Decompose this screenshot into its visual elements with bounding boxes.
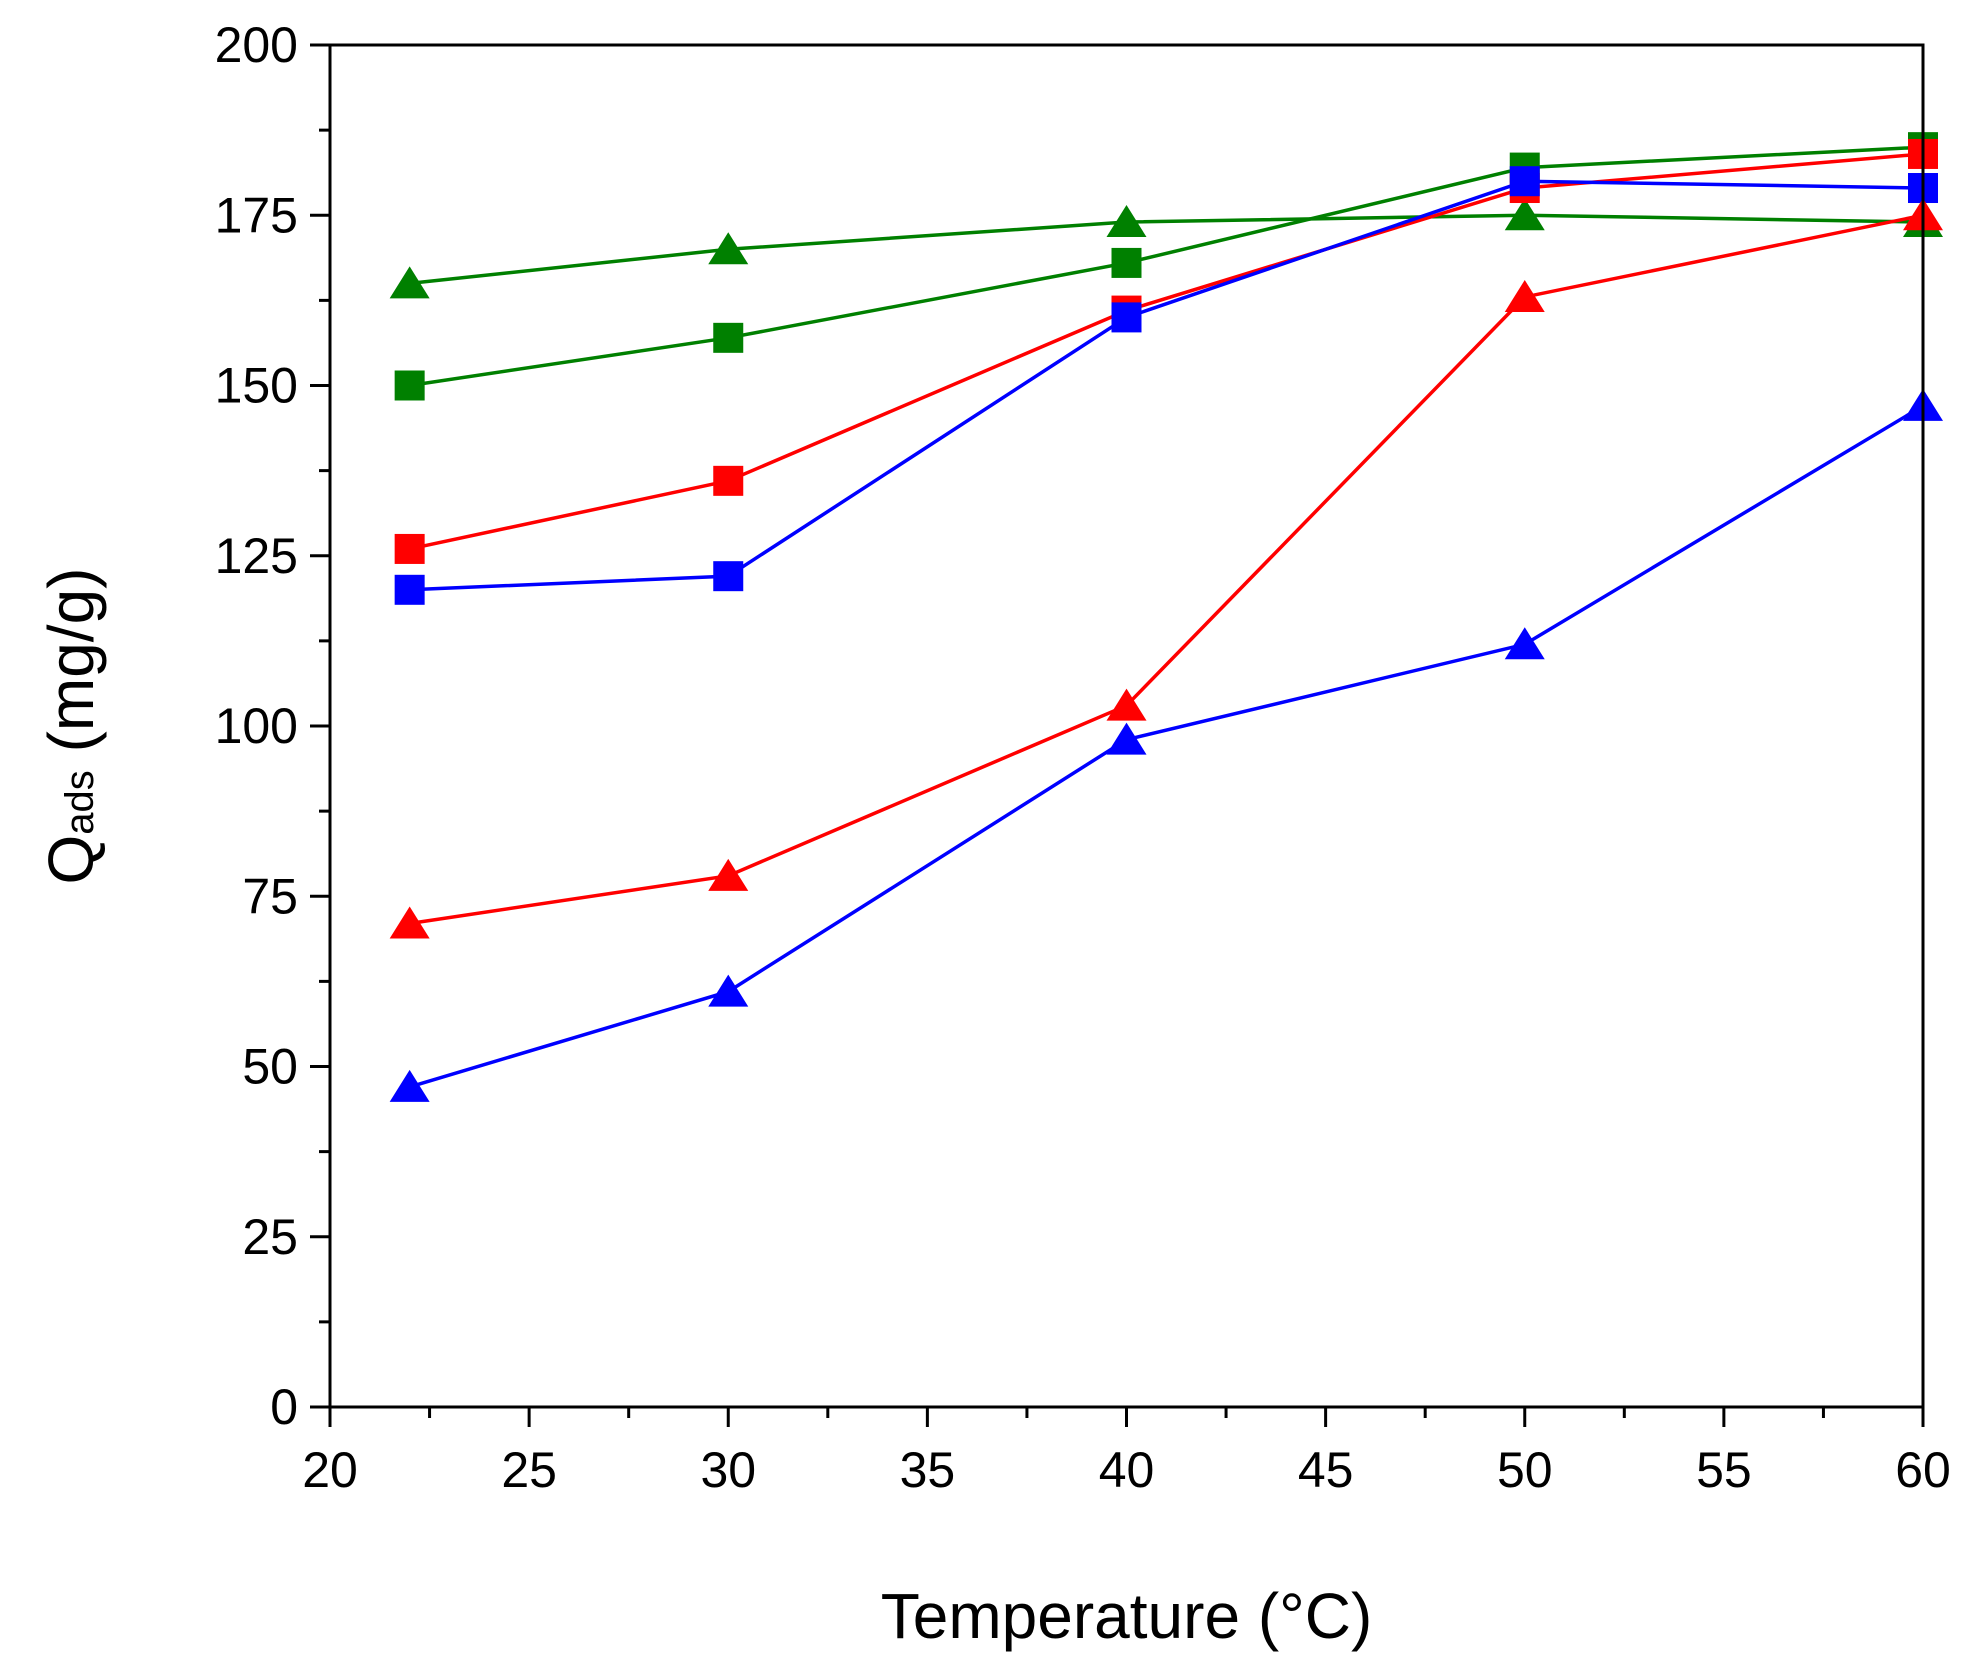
triangle-marker bbox=[1106, 688, 1147, 721]
y-axis-title: Qads (mg/g) bbox=[35, 568, 107, 885]
y-tick-label: 200 bbox=[215, 17, 298, 73]
series-4 bbox=[394, 166, 1938, 605]
y-tick-label: 50 bbox=[242, 1039, 298, 1095]
series-line bbox=[409, 213, 1924, 286]
square-marker bbox=[394, 533, 425, 564]
series-layer bbox=[389, 132, 1943, 1102]
tick-layer: 20 25 30 35 40 45 50 55 60 0 25 50 75 100 125 150 175 200 bbox=[215, 17, 1951, 1498]
x-tick-label: 60 bbox=[1895, 1442, 1951, 1498]
y-axis-title-units: (mg/g) bbox=[35, 568, 107, 771]
y-tick-label: 150 bbox=[215, 358, 298, 414]
x-tick-label: 25 bbox=[501, 1442, 557, 1498]
triangle-marker bbox=[1504, 627, 1545, 660]
x-tick-label: 30 bbox=[700, 1442, 756, 1498]
square-marker bbox=[1111, 247, 1142, 278]
x-tick-label: 45 bbox=[1298, 1442, 1354, 1498]
y-axis-title-subscript: ads bbox=[58, 770, 102, 835]
x-tick-label: 50 bbox=[1497, 1442, 1553, 1498]
square-marker bbox=[394, 574, 425, 605]
triangle-marker bbox=[1504, 198, 1545, 231]
square-marker bbox=[1111, 302, 1142, 333]
y-axis-title-main: Q bbox=[35, 835, 107, 885]
y-tick-label: 100 bbox=[215, 698, 298, 754]
square-marker bbox=[394, 370, 425, 401]
x-axis-title: Temperature (°C) bbox=[881, 1580, 1373, 1652]
series-1 bbox=[389, 198, 1943, 299]
series-6 bbox=[389, 388, 1943, 1102]
x-tick-label: 55 bbox=[1696, 1442, 1752, 1498]
square-marker bbox=[713, 561, 744, 592]
y-tick-label: 75 bbox=[242, 868, 298, 924]
series-5 bbox=[389, 198, 1943, 939]
x-tick-label: 35 bbox=[900, 1442, 956, 1498]
triangle-marker bbox=[389, 1069, 430, 1102]
triangle-marker bbox=[708, 858, 749, 891]
square-marker bbox=[713, 322, 744, 353]
square-marker bbox=[713, 465, 744, 496]
y-tick-label: 0 bbox=[270, 1379, 298, 1435]
square-marker bbox=[1509, 166, 1540, 197]
triangle-marker bbox=[708, 974, 749, 1007]
series-line bbox=[409, 213, 1924, 926]
triangle-marker bbox=[389, 906, 430, 939]
y-tick-label: 125 bbox=[215, 528, 298, 584]
x-tick-label: 40 bbox=[1099, 1442, 1155, 1498]
triangle-marker bbox=[1504, 279, 1545, 312]
y-tick-label: 25 bbox=[242, 1209, 298, 1265]
triangle-marker bbox=[1106, 205, 1147, 238]
triangle-marker bbox=[1106, 722, 1147, 755]
triangle-marker bbox=[389, 266, 430, 299]
series-line bbox=[409, 404, 1924, 1089]
x-tick-label: 20 bbox=[302, 1442, 358, 1498]
series-line bbox=[409, 179, 1924, 592]
triangle-marker bbox=[708, 232, 749, 265]
y-tick-label: 175 bbox=[215, 187, 298, 243]
